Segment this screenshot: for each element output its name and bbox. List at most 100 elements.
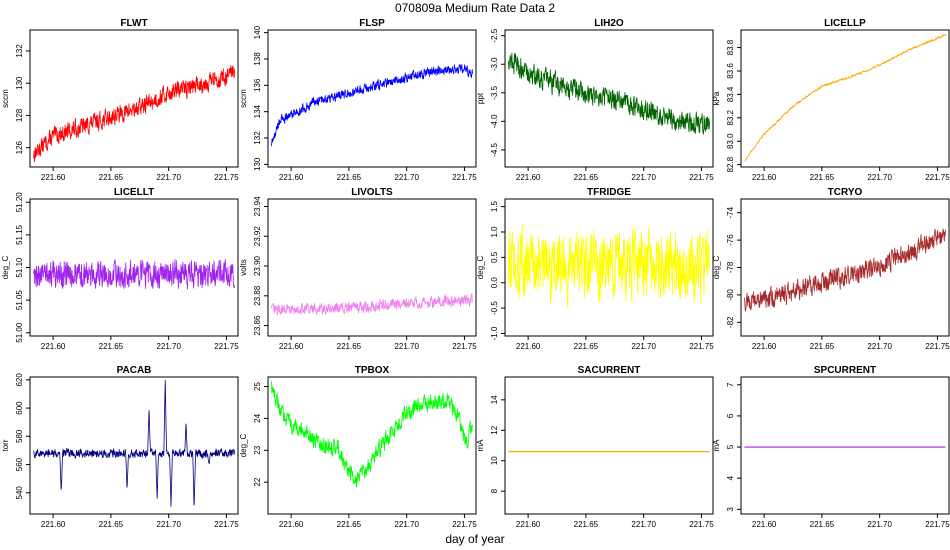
y-axis-label: kPa xyxy=(712,91,721,105)
y-axis-label: torr xyxy=(1,439,10,451)
panel-pacab: PACAB torr 540 560 580 600 620 221.60 221.65 221.… xyxy=(1,365,239,529)
x-tick-label: 221.65 xyxy=(810,342,835,351)
y-tick-label: 83.4 xyxy=(726,86,735,102)
x-tick-label: 221.75 xyxy=(689,173,714,182)
x-tick-label: 221.60 xyxy=(752,342,777,351)
panel-title: PACAB xyxy=(117,365,152,376)
y-tick-label: 83.0 xyxy=(726,133,735,149)
y-tick-label: 126 xyxy=(15,140,24,154)
plot-frame xyxy=(29,29,239,168)
y-axis-label: volts xyxy=(239,259,248,275)
series-line xyxy=(33,379,235,507)
y-tick-label: 82.8 xyxy=(726,156,735,172)
x-tick-label: 221.60 xyxy=(279,173,304,182)
panel-title: LICELLT xyxy=(114,187,154,198)
x-tick-label: 221.60 xyxy=(516,173,541,182)
y-tick-label: 130 xyxy=(253,157,262,171)
y-tick-label: -80 xyxy=(726,289,735,301)
y-tick-label: 23 xyxy=(253,445,262,454)
x-tick-label: 221.65 xyxy=(574,173,599,182)
x-tick-label: 221.60 xyxy=(41,520,66,529)
y-tick-label: 132 xyxy=(15,44,24,58)
x-tick-label: 221.70 xyxy=(631,342,656,351)
plot-frame xyxy=(267,198,477,337)
x-tick-label: 221.60 xyxy=(279,342,304,351)
series-line xyxy=(33,65,235,163)
x-tick-label: 221.70 xyxy=(394,173,419,182)
panel-title: TPBOX xyxy=(355,365,390,376)
y-tick-label: 23.88 xyxy=(253,285,262,306)
y-tick-label: 23.86 xyxy=(253,315,262,336)
y-tick-label: 51.20 xyxy=(15,192,24,213)
x-tick-label: 221.65 xyxy=(337,173,362,182)
y-tick-label: -78 xyxy=(726,261,735,273)
plot-frame xyxy=(740,376,950,515)
x-tick-label: 221.65 xyxy=(337,342,362,351)
x-tick-label: 221.75 xyxy=(925,173,950,182)
x-tick-label: 221.65 xyxy=(99,173,124,182)
panel-licellp: LICELLP kPa 82.8 83.0 83.2 83.4 83.6 83.8 221.60… xyxy=(712,18,950,182)
y-tick-label: 132 xyxy=(253,131,262,145)
y-tick-label: 12 xyxy=(490,425,499,434)
y-tick-label: 3 xyxy=(726,507,735,512)
x-tick-label: 221.60 xyxy=(752,173,777,182)
y-axis-label: mA xyxy=(712,439,721,452)
y-tick-label: 10 xyxy=(490,456,499,465)
x-tick-label: 221.70 xyxy=(867,173,892,182)
y-tick-label: -0.5 xyxy=(490,301,499,315)
y-tick-label: 560 xyxy=(15,457,24,471)
x-tick-label: 221.70 xyxy=(394,520,419,529)
panel-tpbox: TPBOX deg_C 22 23 24 25 221.60 221.65 221.70 221.… xyxy=(239,365,477,529)
x-tick-label: 221.75 xyxy=(452,173,477,182)
panel-licellt: LICELLT deg_C 51.00 51.05 51.10 51.15 51.20 221… xyxy=(1,187,239,351)
y-tick-label: 0.0 xyxy=(490,277,499,289)
panel-flwt: FLWT sccm 126 128 130 132 221.60 221.65 221.70 22… xyxy=(1,18,239,182)
x-tick-label: 221.65 xyxy=(574,342,599,351)
x-tick-label: 221.70 xyxy=(867,520,892,529)
x-tick-label: 221.65 xyxy=(810,520,835,529)
x-tick-label: 221.75 xyxy=(214,520,239,529)
x-tick-label: 221.75 xyxy=(689,520,714,529)
y-tick-label: 5 xyxy=(726,444,735,449)
panel-title: TFRIDGE xyxy=(587,187,631,198)
y-tick-label: 134 xyxy=(253,104,262,118)
x-tick-label: 221.60 xyxy=(279,520,304,529)
figure-xlabel: day of year xyxy=(445,532,504,546)
y-axis-label: deg_C xyxy=(1,255,10,279)
plot-frame xyxy=(740,29,950,168)
y-tick-label: 0.5 xyxy=(490,251,499,263)
y-tick-label: 23.94 xyxy=(253,196,262,217)
x-tick-label: 221.65 xyxy=(810,173,835,182)
x-tick-label: 221.75 xyxy=(452,520,477,529)
plot-frame xyxy=(504,29,714,168)
y-tick-label: 136 xyxy=(253,78,262,92)
x-tick-label: 221.60 xyxy=(41,342,66,351)
y-tick-label: -3.0 xyxy=(490,57,499,71)
y-tick-label: 130 xyxy=(15,76,24,90)
y-axis-label: deg_C xyxy=(476,255,485,279)
panel-spcurrent: SPCURRENT mA 3 4 5 6 7 221.60 221.65 221.70 221.75 xyxy=(712,365,950,529)
y-tick-label: 83.8 xyxy=(726,39,735,55)
x-tick-label: 221.65 xyxy=(574,520,599,529)
x-tick-label: 221.70 xyxy=(156,520,181,529)
y-tick-label: 23.90 xyxy=(253,255,262,276)
series-line xyxy=(508,222,710,308)
plot-frame xyxy=(504,376,714,515)
y-tick-label: -82 xyxy=(726,316,735,328)
y-tick-label: 4 xyxy=(726,475,735,480)
x-tick-label: 221.60 xyxy=(516,520,541,529)
y-tick-label: 128 xyxy=(15,108,24,122)
y-axis-label: deg_C xyxy=(239,433,248,457)
x-tick-label: 221.75 xyxy=(925,520,950,529)
panel-title: LIH2O xyxy=(594,18,624,29)
y-tick-label: 51.05 xyxy=(15,290,24,311)
panel-title: TCRYO xyxy=(828,187,863,198)
x-tick-label: 221.70 xyxy=(631,173,656,182)
y-tick-label: -76 xyxy=(726,234,735,246)
x-tick-label: 221.70 xyxy=(156,173,181,182)
y-tick-label: 23.92 xyxy=(253,226,262,247)
y-tick-label: -4.0 xyxy=(490,114,499,128)
y-tick-label: -4.5 xyxy=(490,142,499,156)
panel-tfridge: TFRIDGE deg_C -1.0 -0.5 0.0 0.5 1.0 1.5 221.60 22… xyxy=(476,187,714,351)
